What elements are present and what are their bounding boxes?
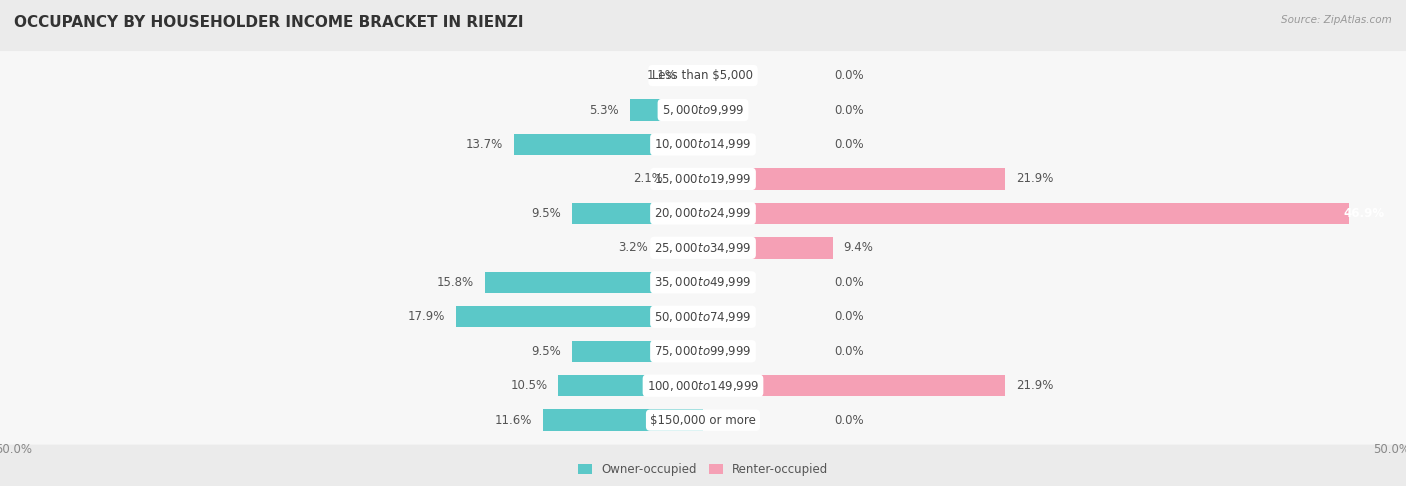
FancyBboxPatch shape: [0, 86, 1406, 135]
Text: 0.0%: 0.0%: [834, 104, 863, 117]
Bar: [457, 306, 703, 328]
Bar: [688, 65, 703, 86]
FancyBboxPatch shape: [0, 120, 1406, 169]
Text: 15.8%: 15.8%: [437, 276, 474, 289]
Legend: Owner-occupied, Renter-occupied: Owner-occupied, Renter-occupied: [572, 458, 834, 481]
Bar: [515, 134, 703, 155]
Bar: [572, 341, 703, 362]
Text: $25,000 to $34,999: $25,000 to $34,999: [654, 241, 752, 255]
Text: 5.3%: 5.3%: [589, 104, 619, 117]
Text: $10,000 to $14,999: $10,000 to $14,999: [654, 138, 752, 152]
FancyBboxPatch shape: [0, 155, 1406, 204]
Text: $5,000 to $9,999: $5,000 to $9,999: [662, 103, 744, 117]
Bar: [485, 272, 703, 293]
Bar: [703, 237, 832, 259]
Text: Less than $5,000: Less than $5,000: [652, 69, 754, 82]
Bar: [673, 168, 703, 190]
FancyBboxPatch shape: [0, 292, 1406, 341]
Text: 0.0%: 0.0%: [834, 345, 863, 358]
Text: 10.5%: 10.5%: [510, 379, 547, 392]
Bar: [703, 168, 1005, 190]
Text: 0.0%: 0.0%: [834, 138, 863, 151]
Text: 46.9%: 46.9%: [1344, 207, 1385, 220]
Text: 17.9%: 17.9%: [408, 310, 446, 323]
FancyBboxPatch shape: [0, 189, 1406, 238]
Text: $15,000 to $19,999: $15,000 to $19,999: [654, 172, 752, 186]
Text: 11.6%: 11.6%: [495, 414, 531, 427]
FancyBboxPatch shape: [0, 258, 1406, 307]
FancyBboxPatch shape: [0, 51, 1406, 100]
Bar: [659, 237, 703, 259]
Bar: [630, 99, 703, 121]
Text: 0.0%: 0.0%: [834, 69, 863, 82]
Bar: [572, 203, 703, 224]
Text: 3.2%: 3.2%: [619, 242, 648, 254]
Text: $150,000 or more: $150,000 or more: [650, 414, 756, 427]
Text: 0.0%: 0.0%: [834, 310, 863, 323]
Text: 21.9%: 21.9%: [1015, 173, 1053, 186]
Bar: [558, 375, 703, 397]
Bar: [543, 410, 703, 431]
Text: $35,000 to $49,999: $35,000 to $49,999: [654, 276, 752, 289]
Text: 9.5%: 9.5%: [531, 345, 561, 358]
Text: 9.5%: 9.5%: [531, 207, 561, 220]
FancyBboxPatch shape: [0, 361, 1406, 410]
Text: OCCUPANCY BY HOUSEHOLDER INCOME BRACKET IN RIENZI: OCCUPANCY BY HOUSEHOLDER INCOME BRACKET …: [14, 15, 523, 30]
Text: $50,000 to $74,999: $50,000 to $74,999: [654, 310, 752, 324]
Text: Source: ZipAtlas.com: Source: ZipAtlas.com: [1281, 15, 1392, 25]
Text: 0.0%: 0.0%: [834, 276, 863, 289]
Text: 2.1%: 2.1%: [633, 173, 664, 186]
FancyBboxPatch shape: [0, 396, 1406, 445]
Text: $75,000 to $99,999: $75,000 to $99,999: [654, 344, 752, 358]
Text: 13.7%: 13.7%: [465, 138, 503, 151]
FancyBboxPatch shape: [0, 224, 1406, 272]
Text: 21.9%: 21.9%: [1015, 379, 1053, 392]
Text: 0.0%: 0.0%: [834, 414, 863, 427]
Text: 9.4%: 9.4%: [844, 242, 873, 254]
Bar: [703, 203, 1350, 224]
Text: $100,000 to $149,999: $100,000 to $149,999: [647, 379, 759, 393]
FancyBboxPatch shape: [0, 327, 1406, 376]
Text: 1.1%: 1.1%: [647, 69, 676, 82]
Text: $20,000 to $24,999: $20,000 to $24,999: [654, 207, 752, 220]
Bar: [703, 375, 1005, 397]
